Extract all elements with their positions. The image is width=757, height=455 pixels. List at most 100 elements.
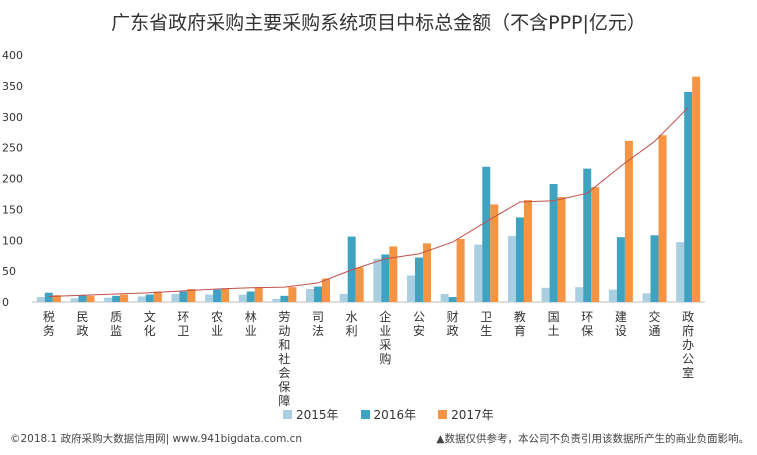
x-tick-label: 国土 [548, 310, 560, 338]
bar-2017年-公安 [422, 243, 431, 302]
bar-2016年-建设 [616, 237, 625, 302]
bar-2015年-环保 [575, 287, 584, 302]
bar-2015年-企业采购 [373, 258, 382, 302]
bar-2015年-卫生 [474, 244, 483, 302]
bar-2017年-环保 [591, 187, 600, 302]
bar-2016年-农业 [213, 289, 222, 302]
bar-2017年-卫生 [490, 204, 499, 302]
bar-2015年-农业 [205, 294, 214, 302]
x-tick-label: 税务 [43, 310, 55, 338]
x-tick-label: 财政 [447, 310, 459, 338]
bar-2015年-建设 [608, 289, 617, 302]
bar-2016年-环保 [583, 168, 592, 302]
bar-2015年-水利 [339, 293, 348, 302]
x-tick-label: 水利 [346, 310, 358, 338]
x-tick-label: 交通 [649, 309, 661, 338]
x-tick-label: 林业 [245, 310, 257, 338]
bar-2016年-公安 [414, 257, 423, 302]
x-tick-label: 建设 [615, 310, 627, 338]
bar-2017年-环卫 [187, 289, 196, 302]
bar-2017年-林业 [254, 287, 263, 302]
x-tick-label: 卫生 [480, 310, 492, 338]
bar-2016年-林业 [246, 291, 255, 302]
bar-2016年-企业采购 [381, 254, 390, 302]
bar-2017年-文化 [153, 291, 162, 302]
x-tick-label: 民政 [76, 310, 88, 338]
bar-2017年-水利 [355, 267, 364, 302]
bar-2016年-劳动和社会保障 [280, 295, 289, 302]
chart-title: 广东省政府采购主要采购系统项目中标总金额（不含PPP|亿元） [111, 12, 646, 34]
x-tick-label: 农业 [211, 310, 223, 338]
y-tick-label: 300 [2, 111, 23, 124]
x-tick-label: 司法 [312, 310, 324, 338]
bar-2016年-民政 [78, 295, 87, 302]
bar-2017年-民政 [86, 295, 95, 302]
bar-2015年-林业 [238, 294, 247, 302]
bar-2016年-水利 [347, 236, 356, 302]
bar-2015年-税务 [36, 297, 45, 302]
bar-2017年-交通 [658, 135, 667, 302]
y-tick-label: 0 [2, 296, 9, 309]
y-tick-label: 100 [2, 234, 23, 247]
bar-2015年-公安 [406, 275, 415, 302]
bar-2015年-环卫 [171, 293, 180, 302]
bar-2017年-建设 [624, 140, 633, 302]
bar-2017年-国土 [557, 197, 566, 302]
bar-2015年-质监 [104, 297, 113, 302]
bar-2017年-教育 [523, 200, 532, 302]
y-tick-label: 150 [2, 203, 23, 216]
x-tick-label: 文化 [144, 309, 156, 338]
legend-label-2015: 2015年 [296, 408, 339, 422]
bar-2016年-国土 [549, 184, 558, 302]
bar-2015年-财政 [440, 293, 449, 302]
y-tick-label: 350 [2, 80, 23, 93]
legend-label-2016: 2016年 [373, 408, 417, 422]
bar-2016年-司法 [314, 286, 323, 302]
x-tick-label: 教育 [514, 309, 526, 338]
bar-2017年-政府办公室 [692, 76, 701, 302]
bar-2015年-教育 [507, 235, 516, 302]
bar-2017年-质监 [120, 294, 129, 302]
bar-2015年-国土 [541, 287, 550, 302]
legend-item-2016: 2016年 [360, 406, 417, 423]
y-tick-label: 50 [2, 265, 16, 278]
legend-label-2017: 2017年 [451, 408, 494, 422]
bar-2016年-政府办公室 [684, 92, 693, 302]
bar-2015年-文化 [137, 296, 146, 302]
bar-2017年-农业 [221, 288, 230, 302]
bar-2017年-税务 [52, 295, 61, 302]
bar-2015年-劳动和社会保障 [272, 298, 281, 302]
bar-2017年-劳动和社会保障 [288, 287, 297, 302]
legend-item-2015: 2015年 [283, 406, 339, 423]
bar-2016年-文化 [145, 294, 154, 302]
legend-swatch-2017 [438, 410, 448, 419]
bar-2015年-政府办公室 [676, 242, 685, 302]
bar-2016年-质监 [112, 295, 121, 302]
bar-2016年-交通 [650, 235, 659, 302]
bar-2016年-环卫 [179, 291, 188, 302]
bar-2015年-司法 [306, 289, 315, 302]
y-tick-label: 400 [2, 49, 23, 62]
x-tick-label: 公安 [413, 310, 425, 338]
legend-swatch-2015 [283, 410, 292, 419]
footer-source: ©2018.1 政府采购大数据信用网| www.941bigdata.com.c… [10, 433, 303, 445]
bar-2015年-民政 [70, 298, 79, 302]
x-tick-label: 劳动和社会保障 [278, 310, 290, 408]
y-tick-label: 250 [2, 142, 23, 155]
bar-2016年-税务 [44, 292, 53, 302]
bar-2017年-财政 [456, 239, 465, 302]
bar-2017年-司法 [322, 278, 331, 302]
x-tick-label: 质监 [110, 310, 122, 338]
trendline [48, 107, 689, 297]
bar-2016年-卫生 [482, 166, 491, 302]
legend: 2015年 2016年 2017年 [283, 406, 494, 423]
x-tick-label: 政府办公室 [682, 310, 694, 380]
bars [36, 76, 701, 302]
bar-2016年-财政 [448, 297, 457, 302]
y-tick-label: 200 [2, 173, 23, 186]
x-tick-label: 企业采购 [379, 309, 391, 366]
legend-swatch-2016 [360, 410, 370, 419]
